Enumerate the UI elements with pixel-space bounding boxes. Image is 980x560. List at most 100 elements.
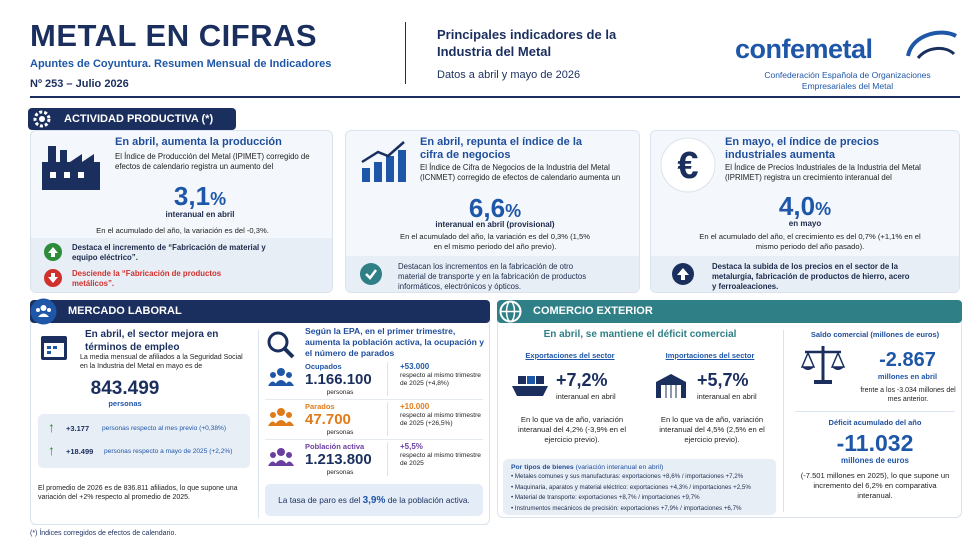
goods-heading: Por tipos de bienes (variación interanua… [511,463,768,472]
trade-label: Exportaciones del sector [525,351,615,360]
card-title: En abril, repunta el índice de la cifra … [420,136,582,161]
row-label: Población activa [305,442,365,451]
note: En el acumulado del año, la variación es… [400,232,590,251]
note: En el acumulado del año, el crecimiento … [699,232,921,251]
down-icon [44,269,62,287]
subtitle: Apuntes de Coyuntura. Resumen Mensual de… [30,58,332,70]
note: frente a los -3.034 millones del mes ant… [860,387,956,403]
change-box [38,414,250,468]
highlight-box [31,238,332,292]
goods-item: • Material de transporte: exportaciones … [511,494,700,501]
page-title: METAL EN CIFRAS [30,18,318,53]
block-title: Según la EPA, en el primer trimestre, au… [305,326,485,358]
growth-icon [361,141,406,182]
change-text: personas respecto a mayo de 2025 (+2,2%) [104,448,233,455]
divider [258,330,259,518]
row-unit: personas [326,469,354,476]
arrow: ↑ [48,442,55,458]
caption: interanual en abril [697,392,757,401]
issue: Nº 253 – Julio 2026 [30,78,129,90]
highlight-box [346,256,639,292]
big-value: 3,1% [150,182,250,213]
gear-icon [33,110,51,128]
logo: confemetal [735,34,873,64]
card-title: En abril, aumenta la producción [115,136,282,148]
value: 6,6 [468,193,506,223]
row-value: 1.166.100 [305,371,372,388]
big-value: 6,6% [445,194,545,225]
section-heading: COMERCIO EXTERIOR [497,300,962,323]
card-text: El Índice de Producción del Metal (IPIME… [115,152,310,171]
svg-text:€: € [677,145,698,187]
highlight: Destacan los incrementos en la fabricaci… [398,262,587,291]
deficit-value: -11.032 [836,430,914,456]
block-title: En abril, el sector mejora en términos d… [85,329,219,353]
highlight: Destaca el incremento de “Fabricación de… [72,243,266,262]
trade-value: +7,2% [556,370,608,390]
trade-value: +5,7% [697,370,749,390]
row-value: 1.213.800 [305,451,372,468]
row-change: +10.000 [400,402,430,411]
up-icon [672,263,694,285]
unit: % [210,189,227,209]
arrow: ↑ [48,419,55,435]
trade-label: Importaciones del sector [665,351,755,360]
up-icon [44,243,62,261]
note: En lo que va de año, variación interanua… [659,415,765,444]
row-change-text: respecto al mismo trimestre de 2025 (+26… [400,412,481,427]
rate-text: de la población activa. [387,495,470,505]
search-icon [267,331,295,359]
divider [387,402,388,436]
section-heading: MERCADO LABORAL [30,300,490,323]
group-icon [268,448,294,466]
section-heading: ACTIVIDAD PRODUCTIVA (*) [28,108,236,130]
row-label: Ocupados [305,362,342,371]
row-unit: personas [326,389,354,396]
globe-icon [499,300,522,323]
goods-title: Por tipos de bienes [511,464,574,471]
divider [387,442,388,476]
block-text: La media mensual de afiliados a la Segur… [80,354,243,370]
goods-subtitle: (variación interanual en abril) [575,464,664,471]
big-value: 4,0% [755,192,855,223]
goods-item: • Metales comunes y sus manufacturas: ex… [511,473,744,480]
euro-icon: € [660,137,716,193]
row-value: 47.700 [305,411,351,428]
divider [795,411,955,412]
unit: % [815,199,832,219]
card-text: El Índice de Cifra de Negocios de la Ind… [420,163,621,182]
caption: interanual en abril [556,392,616,401]
row-rule [265,399,483,400]
logo-mark [906,30,957,60]
highlight: Destaca la subida de los precios en el s… [712,262,910,291]
caption: interanual en abril (provisional) [435,220,555,229]
footnote: (*) Índices corregidos de efectos de cal… [30,530,177,537]
divider [405,22,406,84]
scale-icon [800,346,846,384]
factory-icon [42,146,100,190]
row-label: Parados [305,402,335,411]
unit: % [505,201,522,221]
row-rule [265,439,483,440]
warehouse-icon [656,374,686,398]
center-title: Principales indicadores de la Industria … [437,27,617,59]
rule [30,96,960,98]
balance-label: Saldo comercial (millones de euros) [810,330,940,339]
caption: interanual en abril [165,210,235,219]
row-change: +5,5% [400,442,423,451]
rate-box: La tasa de paro es del 3,9% de la poblac… [265,484,483,516]
caption: en mayo [788,219,822,228]
group-icon [268,368,294,386]
people-icon [30,298,57,325]
center-date: Datos a abril y mayo de 2026 [437,69,581,81]
goods-box: Por tipos de bienes (variación interanua… [503,459,776,515]
note: (-7.501 millones en 2025), lo que supone… [800,471,950,500]
change-value: +18.499 [66,447,94,456]
org-name: Confederación Española de Organizaciones… [764,70,931,91]
block-title: En abril, se mantiene el déficit comerci… [543,329,737,340]
highlight-box [651,256,959,292]
caption: millones de euros [840,456,910,465]
change-text: personas respecto al mes previo (+0,38%) [102,425,227,432]
highlight: Desciende la “Fabricación de productos m… [72,269,222,288]
